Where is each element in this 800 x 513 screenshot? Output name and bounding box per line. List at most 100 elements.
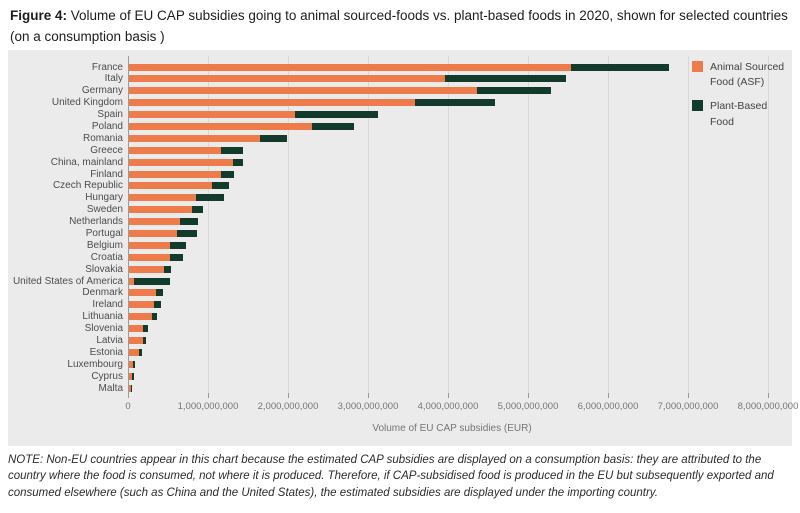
asf-legend-label: Animal Sourced Food (ASF) (710, 61, 785, 89)
x-tick-label: 7,000,000,000 (657, 401, 719, 412)
category-label: Greece (90, 144, 123, 156)
x-tick-label: 6,000,000,000 (577, 401, 639, 412)
bar-segment-pbf (169, 253, 184, 261)
bar-segment-asf (129, 372, 133, 380)
x-tick-label: 3,000,000,000 (337, 401, 399, 412)
axis-zeroline (128, 56, 129, 393)
bar-segment-asf (129, 253, 170, 261)
bar-segment-asf (129, 122, 313, 130)
bar-segment-asf (129, 182, 213, 190)
pbf-legend-label: Plant-Based Food (710, 100, 768, 128)
category-label: Sweden (86, 204, 123, 216)
figure-title-text: Volume of EU CAP subsidies going to anim… (10, 8, 788, 44)
bar-segment-pbf (152, 313, 157, 321)
gridline (208, 56, 209, 393)
bar-segment-pbf (295, 111, 378, 119)
bar-segment-asf (129, 206, 193, 214)
gridline (288, 56, 289, 393)
category-label: Luxembourg (67, 358, 123, 370)
bar-segment-pbf (130, 384, 132, 392)
bar-segment-asf (129, 111, 296, 119)
bar-segment-pbf (164, 265, 172, 273)
category-label: United Kingdom (51, 97, 123, 109)
bar-segment-pbf (221, 170, 234, 178)
bar-segment-pbf (221, 146, 244, 154)
bar-segment-pbf (142, 325, 149, 333)
bar-segment-pbf (196, 194, 225, 202)
bar-segment-asf (129, 170, 221, 178)
bar-segment-pbf (133, 360, 135, 368)
category-label: Estonia (89, 346, 123, 358)
bar-segment-asf (129, 384, 131, 392)
figure-title: Figure 4: Volume of EU CAP subsidies goi… (10, 6, 788, 48)
bar-segment-asf (129, 158, 233, 166)
category-label: Slovakia (85, 263, 123, 275)
category-label: Romania (82, 132, 123, 144)
category-label: France (91, 61, 123, 73)
bar-segment-asf (129, 325, 143, 333)
bar-segment-asf (129, 313, 153, 321)
category-label: Portugal (85, 227, 123, 239)
gridline (608, 56, 609, 393)
bar-segment-asf (129, 348, 139, 356)
bar-segment-pbf (180, 218, 198, 226)
category-label: Poland (91, 120, 123, 132)
asf-legend-swatch (692, 61, 703, 72)
x-tick-label: 4,000,000,000 (417, 401, 479, 412)
bar-segment-asf (129, 277, 134, 285)
legend-item-pbf: Plant-Based Food (692, 99, 788, 129)
bar-segment-asf (129, 63, 572, 71)
gridline (448, 56, 449, 393)
note-text: NOTE: Non-EU countries appear in this ch… (8, 454, 774, 499)
category-label: Czech Republic (52, 180, 123, 192)
axis-tick-mark (288, 393, 289, 398)
bar-segment-pbf (212, 182, 229, 190)
x-tick-label: 1,000,000,000 (177, 401, 239, 412)
x-tick-label: 5,000,000,000 (497, 401, 559, 412)
category-label: China, mainland (50, 156, 123, 168)
bar-segment-asf (129, 265, 165, 273)
axis-tick-mark (368, 393, 369, 398)
bar-segment-pbf (571, 63, 669, 71)
category-label: Belgium (86, 239, 123, 251)
gridline (688, 56, 689, 393)
bar-segment-asf (129, 99, 416, 107)
axis-tick-mark (448, 393, 449, 398)
bar-segment-asf (129, 218, 181, 226)
bar-segment-pbf (169, 241, 186, 249)
bar-segment-pbf (132, 372, 135, 380)
gridline (368, 56, 369, 393)
category-label: Malta (98, 382, 123, 394)
legend: Animal Sourced Food (ASF) Plant-Based Fo… (692, 60, 788, 130)
bar-segment-pbf (445, 75, 566, 83)
category-label: Italy (104, 73, 123, 85)
category-label: Cyprus (91, 370, 123, 382)
axis-tick-mark (688, 393, 689, 398)
category-label: United States of America (12, 275, 123, 287)
category-label: Netherlands (69, 216, 123, 228)
bar-segment-asf (129, 146, 221, 154)
category-label: Croatia (90, 251, 123, 263)
bar-segment-pbf (312, 122, 354, 130)
figure-number: Figure 4: (10, 8, 68, 23)
bar-segment-asf (129, 241, 170, 249)
bar-segment-asf (129, 75, 445, 83)
gridline (528, 56, 529, 393)
bar-segment-asf (129, 360, 133, 368)
bar-segment-asf (129, 336, 143, 344)
bar-segment-pbf (143, 336, 147, 344)
x-tick-label: 2,000,000,000 (257, 401, 319, 412)
bar-segment-pbf (139, 348, 143, 356)
category-label: Slovenia (84, 323, 123, 335)
category-label: Lithuania (82, 311, 123, 323)
bar-segment-pbf (477, 87, 552, 95)
category-label: Finland (90, 168, 123, 180)
pbf-legend-swatch (692, 100, 703, 112)
axis-tick-mark (768, 393, 769, 398)
axis-tick-mark (208, 393, 209, 398)
bar-segment-asf (129, 301, 154, 309)
bar-segment-asf (129, 289, 157, 297)
bar-segment-pbf (233, 158, 243, 166)
gridline (768, 56, 769, 393)
